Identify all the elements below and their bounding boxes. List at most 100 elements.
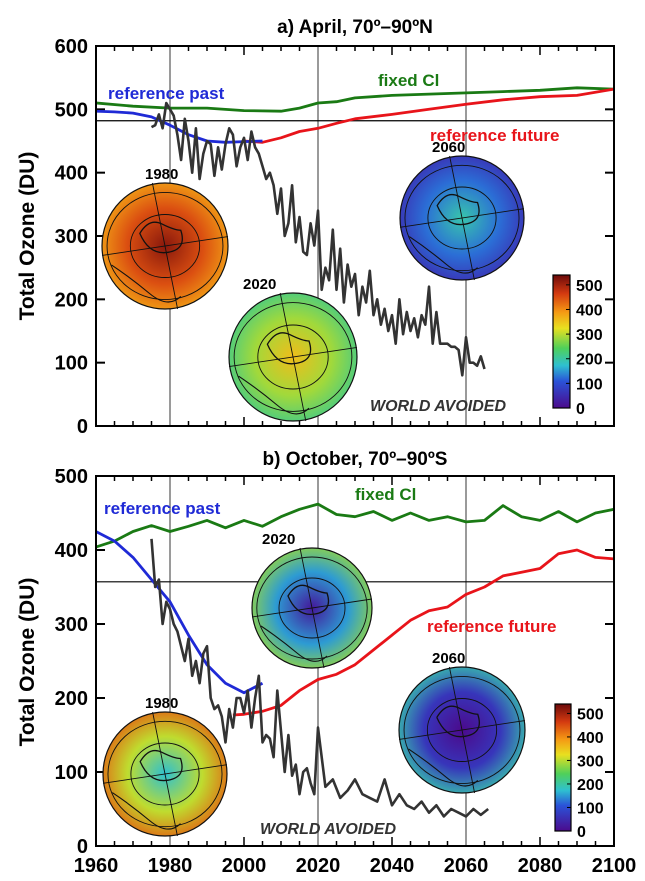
colorbar-tick-label: 500 [576,278,603,295]
globe-meridian-line [279,292,307,422]
globe-meridian-line [448,666,476,794]
globe-meridian-line [152,711,178,837]
series-line-fixed-cl [97,502,614,549]
y-tick-label: 0 [77,416,88,438]
globe-latitude-line [129,214,201,278]
panel-a: a) April, 70º–90ºN Total Ozone (DU) 0 100… [16,17,615,438]
y-tick-label: 600 [55,36,88,58]
globe-coastline [408,236,478,274]
panel-b-globes: 1980 2020 2060 [102,531,526,837]
series-line-fixed-cl [97,86,614,113]
panel-b-frame [95,475,615,847]
colorbar-scale [552,274,571,409]
panel-b-colorbar: 0 100 200 300 400 500 [554,703,604,841]
globe-1980: 1980 [101,166,229,310]
panel-a-yticks: 0 100 200 300 400 500 600 [55,36,615,438]
globe-year-label: 2060 [432,650,465,667]
globe-latitude-line [256,556,368,660]
globe-year-label: 2020 [262,531,295,548]
series-line-reference-future [243,87,614,144]
y-tick-label: 300 [55,614,88,636]
colorbar-tick-label: 0 [576,401,585,418]
panel-a-ylabel: Total Ozone (DU) [16,152,39,321]
colorbar-tick-label: 400 [576,302,603,319]
panel-b-xticks: 1960 1980 2000 2020 2040 2060 2080 2100 [74,855,637,877]
globe-2020: 2020 [228,276,358,422]
panel-b-title: b) October, 70º–90ºS [263,449,448,470]
globe-coastline [408,748,479,787]
globe-coastline [139,221,183,254]
x-tick-label: 2000 [222,855,267,877]
globe-coastline [436,193,480,226]
colorbar-scale [554,703,572,832]
globe-2060: 2060 [399,139,525,281]
globe-latitude-line [404,164,520,272]
globe-latitude-line [233,302,353,412]
x-tick-label: 1960 [74,855,119,877]
globe-coastline [238,375,310,415]
y-tick-label: 100 [55,353,88,375]
globe-coastline [260,625,328,662]
panel-a-label-reference-past: reference past [108,84,225,103]
colorbar-tick-label: 300 [577,753,604,770]
globe-year-label: 1980 [145,695,178,712]
series-line-reference-future [232,548,614,717]
panel-a-label-reference-future: reference future [430,126,559,145]
colorbar-tick-label: 400 [577,730,604,747]
globe-meridian-line [299,547,325,669]
panel-a-title: a) April, 70º–90ºN [277,17,433,38]
y-tick-label: 100 [55,762,88,784]
panel-b-ylabel: Total Ozone (DU) [16,578,39,747]
x-tick-label: 2080 [518,855,563,877]
panel-a-globes: 1980 2020 2060 [101,139,525,422]
panel-b-label-fixed-cl: fixed Cl [355,485,416,504]
globe-coastline [436,705,480,738]
globe-1980: 1980 [102,695,228,837]
x-tick-label: 2060 [444,855,489,877]
globe-year-label: 1980 [145,166,178,183]
panel-b: b) October, 70º–90ºS Total Ozone (DU) 0 1… [16,449,636,877]
series-line-reference-past [97,109,263,144]
globe-coastline [139,749,183,782]
y-tick-label: 500 [55,99,88,121]
panel-b-yticks: 0 100 200 300 400 500 [55,466,615,858]
globe-latitude-line [130,742,200,806]
y-tick-label: 300 [55,226,88,248]
colorbar-tick-label: 200 [577,777,604,794]
x-tick-label: 2020 [296,855,341,877]
globe-latitude-line [278,577,346,639]
globe-year-label: 2020 [243,276,276,293]
globe-year-label: 2060 [432,139,465,156]
globe-latitude-line [426,698,498,762]
panel-b-label-reference-past: reference past [104,499,221,518]
panel-b-series [97,502,614,818]
panel-a-frame [95,45,615,427]
colorbar-tick-label: 0 [577,824,586,841]
colorbar-tick-label: 100 [577,800,604,817]
y-tick-label: 500 [55,466,88,488]
globe-latitude-line [106,191,224,300]
x-tick-label: 2100 [592,855,637,877]
series-line-reference-past [97,530,264,695]
globe-2020: 2020 [251,531,373,669]
globe-coastline [111,264,182,303]
colorbar-tick-label: 200 [576,352,603,369]
series-line-world-avoided [150,101,486,377]
panel-a-series [97,86,614,377]
colorbar-tick-label: 100 [576,376,603,393]
globe-meridian-line [449,155,475,281]
globe-2060: 2060 [398,650,526,794]
panel-a-label-world-avoided: WORLD AVOIDED [370,398,506,415]
x-tick-label: 1980 [148,855,193,877]
globe-latitude-line [427,186,497,250]
globe-latitude-line [257,324,329,390]
x-tick-label: 2040 [370,855,415,877]
series-line-world-avoided [150,538,490,818]
panel-a-colorbar: 0 100 200 300 400 500 [552,274,603,418]
globe-coastline [111,792,181,830]
panel-b-label-reference-future: reference future [427,617,556,636]
globe-coastline [266,332,312,365]
y-tick-label: 400 [55,540,88,562]
y-tick-label: 200 [55,289,88,311]
